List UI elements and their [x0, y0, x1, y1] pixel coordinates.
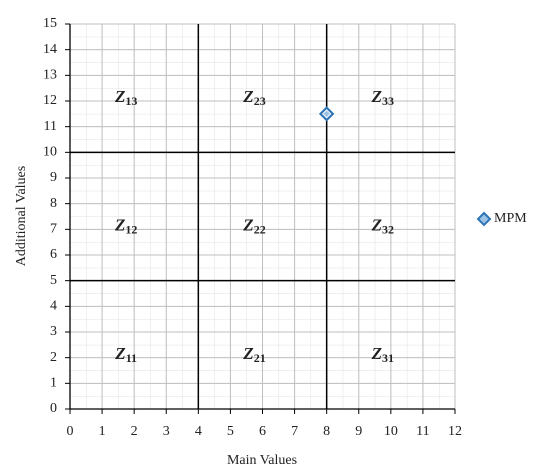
x-tick-label: 4 [195, 424, 202, 439]
y-tick-label: 15 [43, 16, 57, 31]
zone-label: Z31 [371, 344, 394, 365]
zone-label: Z33 [371, 87, 394, 108]
x-tick-label: 3 [163, 424, 170, 439]
y-tick-label: 13 [43, 68, 57, 83]
zone-subscript: 12 [125, 222, 137, 236]
zone-subscript: 32 [382, 222, 394, 236]
zone-subscript: 22 [254, 222, 266, 236]
y-tick-label: 1 [50, 376, 57, 391]
y-tick-label: 7 [50, 222, 57, 237]
zone-letter: Z [114, 215, 125, 234]
zone-letter: Z [242, 215, 253, 234]
zone-letter: Z [242, 344, 253, 363]
y-tick-label: 12 [43, 93, 57, 108]
x-tick-label: 7 [291, 424, 298, 439]
y-tick-label: 4 [50, 299, 57, 314]
x-tick-label: 8 [323, 424, 330, 439]
zone-subscript: 13 [125, 94, 137, 108]
zone-subscript: 11 [126, 351, 137, 365]
x-tick-label: 6 [259, 424, 266, 439]
zone-subscript: 33 [382, 94, 394, 108]
legend-label: MPM [494, 211, 527, 226]
zone-label: Z23 [242, 87, 265, 108]
zone-letter: Z [114, 344, 125, 363]
zone-subscript: 31 [382, 351, 394, 365]
y-tick-label: 10 [43, 145, 57, 160]
zone-letter: Z [242, 87, 253, 106]
y-axis-title: Additional Values [14, 166, 29, 266]
y-tick-label: 2 [50, 350, 57, 365]
zone-label: Z11 [114, 344, 137, 365]
zone-label: Z13 [114, 87, 137, 108]
y-tick-label: 5 [50, 273, 57, 288]
zone-subscript: 21 [254, 351, 266, 365]
y-tick-label: 0 [50, 401, 57, 416]
x-tick-label: 12 [448, 424, 462, 439]
zone-label: Z12 [114, 215, 137, 236]
x-tick-label: 1 [99, 424, 106, 439]
point-inner [321, 109, 332, 119]
x-tick-label: 9 [355, 424, 362, 439]
y-tick-label: 3 [50, 324, 57, 339]
y-tick-label: 6 [50, 247, 57, 262]
zone-letter: Z [114, 87, 125, 106]
zone-letter: Z [371, 87, 382, 106]
x-tick-label: 2 [131, 424, 138, 439]
zone-letter: Z [371, 215, 382, 234]
zone-label: Z21 [242, 344, 265, 365]
y-tick-label: 8 [50, 196, 57, 211]
y-tick-label: 11 [44, 119, 57, 134]
zone-label: Z32 [371, 215, 394, 236]
x-tick-label: 10 [384, 424, 398, 439]
zone-subscript: 23 [254, 94, 266, 108]
y-tick-label: 14 [43, 42, 57, 57]
zone-letter: Z [371, 344, 382, 363]
x-tick-label: 11 [416, 424, 429, 439]
y-tick-label: 9 [50, 170, 57, 185]
zone-label: Z22 [242, 215, 265, 236]
x-axis-title: Main Values [227, 453, 297, 468]
legend-marker [476, 211, 492, 227]
x-tick-label: 0 [67, 424, 74, 439]
x-tick-label: 5 [227, 424, 234, 439]
